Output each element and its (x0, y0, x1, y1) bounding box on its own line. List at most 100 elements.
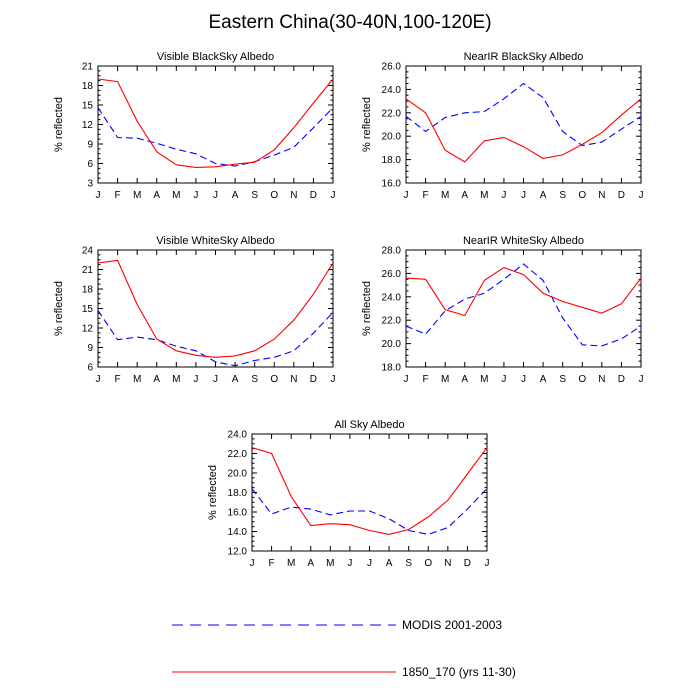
y-axis-label: % reflected (361, 281, 373, 336)
y-tick-label: 12 (82, 120, 94, 131)
y-axis-label: % reflected (207, 465, 219, 520)
y-tick-label: 3 (87, 179, 93, 190)
y-tick-label: 20.0 (382, 132, 402, 143)
x-tick-label: M (326, 558, 334, 569)
series-line-model (405, 266, 642, 317)
x-tick-label: J (501, 190, 506, 201)
series-line-modis (405, 263, 642, 347)
x-tick-label: D (618, 374, 625, 385)
x-tick-label: J (193, 190, 198, 201)
x-tick-label: J (250, 558, 255, 569)
x-tick-label: J (521, 374, 526, 385)
panel-title: NearIR WhiteSky Albedo (463, 235, 584, 247)
x-tick-label: M (441, 374, 449, 385)
x-tick-label: N (598, 190, 605, 201)
x-tick-label: J (639, 190, 644, 201)
y-tick-label: 24.0 (228, 430, 248, 441)
y-tick-label: 18 (82, 81, 94, 92)
y-tick-label: 18.0 (382, 155, 402, 166)
y-tick-label: 24 (82, 246, 94, 257)
x-tick-label: S (251, 374, 258, 385)
series-line-modis (405, 82, 642, 147)
y-tick-label: 20.0 (382, 339, 402, 350)
y-tick-label: 16.0 (382, 179, 402, 190)
x-tick-label: J (347, 558, 352, 569)
x-tick-label: J (193, 374, 198, 385)
y-tick-label: 12.0 (228, 547, 248, 558)
series-line-model (405, 98, 642, 163)
x-tick-label: A (153, 190, 160, 201)
panel-title: Visible WhiteSky Albedo (156, 235, 274, 247)
series-line-modis (97, 107, 334, 167)
y-tick-label: 12 (82, 324, 94, 335)
x-tick-label: J (213, 190, 218, 201)
plot-frame (251, 433, 488, 552)
panel-title: Visible BlackSky Albedo (157, 51, 274, 63)
x-tick-label: D (618, 190, 625, 201)
y-tick-label: 24.0 (382, 292, 402, 303)
x-tick-label: J (404, 374, 409, 385)
x-tick-label: N (290, 190, 297, 201)
x-tick-label: J (96, 190, 101, 201)
y-tick-label: 18.0 (228, 488, 248, 499)
x-tick-label: D (310, 190, 317, 201)
x-tick-label: N (598, 374, 605, 385)
y-tick-label: 22.0 (382, 316, 402, 327)
x-tick-label: M (480, 374, 488, 385)
y-tick-label: 18 (82, 285, 94, 296)
x-tick-label: M (480, 190, 488, 201)
y-tick-label: 9 (87, 343, 93, 354)
x-tick-label: A (386, 558, 393, 569)
x-tick-label: J (521, 190, 526, 201)
y-axis-label: % reflected (361, 97, 373, 152)
x-tick-label: O (578, 374, 586, 385)
x-tick-label: A (153, 374, 160, 385)
y-tick-label: 26.0 (382, 62, 402, 73)
y-tick-label: 6 (87, 363, 93, 374)
plot-frame (405, 249, 642, 368)
plot-frame (97, 65, 334, 184)
series-line-model (97, 78, 334, 168)
x-tick-label: N (444, 558, 451, 569)
x-tick-label: M (133, 190, 141, 201)
x-tick-label: M (441, 190, 449, 201)
x-tick-label: A (461, 190, 468, 201)
x-tick-label: S (559, 190, 566, 201)
series-line-model (97, 259, 334, 358)
panel-title: All Sky Albedo (334, 419, 404, 431)
page-title: Eastern China(30-40N,100-120E) (208, 12, 492, 33)
x-tick-label: J (213, 374, 218, 385)
x-tick-label: J (367, 558, 372, 569)
series-line-modis (97, 310, 334, 367)
x-tick-label: J (404, 190, 409, 201)
x-tick-label: S (251, 190, 258, 201)
x-tick-label: A (307, 558, 314, 569)
x-tick-label: M (172, 374, 180, 385)
y-tick-label: 21 (82, 265, 94, 276)
y-tick-label: 21 (82, 62, 94, 73)
x-tick-label: F (115, 190, 121, 201)
legend-label: MODIS 2001-2003 (402, 618, 502, 632)
legend-label: 1850_170 (yrs 11-30) (402, 665, 516, 679)
x-tick-label: A (540, 374, 547, 385)
panel-title: NearIR BlackSky Albedo (464, 51, 584, 63)
y-tick-label: 24.0 (382, 85, 402, 96)
y-tick-label: 15 (82, 304, 94, 315)
y-tick-label: 28.0 (382, 246, 402, 257)
x-tick-label: J (331, 374, 336, 385)
x-tick-label: A (461, 374, 468, 385)
x-tick-label: F (423, 374, 429, 385)
x-tick-label: M (287, 558, 295, 569)
x-tick-label: D (464, 558, 471, 569)
x-tick-label: A (540, 190, 547, 201)
x-tick-label: S (559, 374, 566, 385)
x-tick-label: F (423, 190, 429, 201)
y-axis-label: % reflected (53, 97, 65, 152)
x-tick-label: O (270, 374, 278, 385)
y-tick-label: 6 (87, 159, 93, 170)
x-tick-label: A (232, 190, 239, 201)
